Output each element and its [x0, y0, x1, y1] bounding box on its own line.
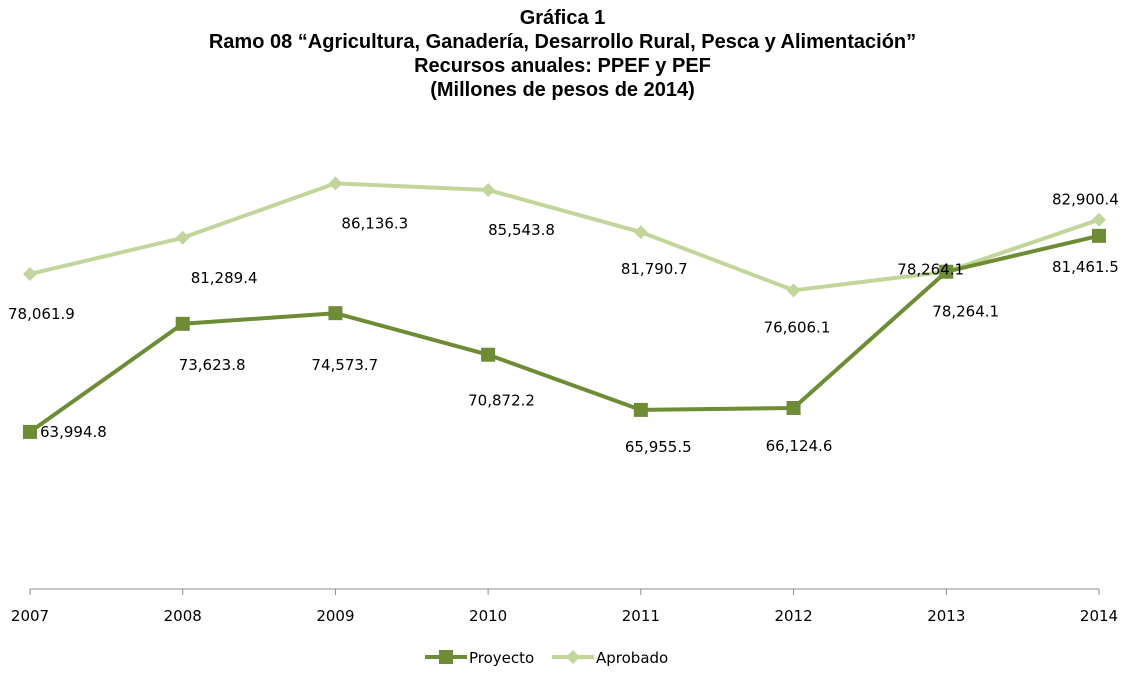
x-tick-label: 2012	[774, 607, 812, 625]
data-label-proyecto: 73,623.8	[179, 356, 246, 374]
title-line-3: Recursos anuales: PPEF y PEF	[414, 55, 711, 77]
marker-aprobado	[481, 183, 496, 198]
marker-proyecto	[175, 316, 190, 331]
data-label-proyecto: 65,955.5	[625, 438, 692, 456]
series-line-aprobado	[28, 181, 1101, 293]
data-label-aprobado: 86,136.3	[341, 214, 408, 232]
x-tick-label: 2010	[469, 607, 507, 625]
marker-proyecto	[939, 264, 954, 279]
marker-aprobado	[1092, 212, 1106, 227]
data-label-proyecto: 66,124.6	[766, 437, 833, 455]
data-label-proyecto: 63,994.8	[40, 423, 107, 441]
data-label-aprobado: 81,289.4	[191, 269, 258, 287]
data-label-proyecto: 74,573.7	[311, 356, 378, 374]
series-line-proyecto	[28, 233, 1101, 434]
data-label-aprobado: 85,543.8	[488, 221, 555, 239]
legend-marker-proyecto	[439, 650, 453, 664]
data-label-aprobado: 81,790.7	[621, 260, 688, 278]
x-tick-label: 2007	[11, 607, 49, 625]
title-line-2: Ramo 08 “Agricultura, Ganadería, Desarro…	[208, 31, 917, 53]
marker-proyecto	[328, 306, 343, 321]
marker-aprobado	[23, 267, 37, 282]
marker-aprobado	[175, 230, 190, 245]
marker-proyecto	[23, 424, 37, 439]
legend-label-aprobado: Aprobado	[596, 649, 668, 667]
title-line-1: Gráfica 1	[519, 7, 606, 29]
marker-aprobado	[786, 283, 801, 298]
marker-aprobado	[633, 225, 648, 240]
data-label-aprobado: 78,061.9	[8, 305, 75, 323]
x-tick-label: 2009	[316, 607, 354, 625]
x-tick-label: 2013	[927, 607, 965, 625]
data-label-aprobado: 82,900.4	[1052, 191, 1119, 209]
marker-proyecto	[1092, 228, 1106, 243]
chart-title: Gráfica 1 Ramo 08 “Agricultura, Ganaderí…	[0, 6, 1125, 102]
data-label-proyecto: 70,872.2	[468, 392, 535, 410]
data-label-proyecto: 78,264.1	[932, 303, 999, 321]
data-label-aprobado: 76,606.1	[764, 318, 831, 336]
x-tick-label: 2014	[1080, 607, 1118, 625]
data-label-proyecto: 81,461.5	[1052, 258, 1119, 276]
legend-marker-aprobado	[566, 650, 580, 664]
legend-label-proyecto: Proyecto	[469, 649, 534, 667]
marker-aprobado	[328, 176, 343, 191]
marker-proyecto	[481, 347, 496, 362]
x-tick-label: 2008	[164, 607, 202, 625]
marker-proyecto	[633, 402, 648, 417]
data-label-aprobado: 78,264.1	[897, 261, 964, 279]
x-tick-label: 2011	[622, 607, 660, 625]
title-line-4: (Millones de pesos de 2014)	[430, 79, 695, 101]
marker-proyecto	[786, 401, 801, 416]
